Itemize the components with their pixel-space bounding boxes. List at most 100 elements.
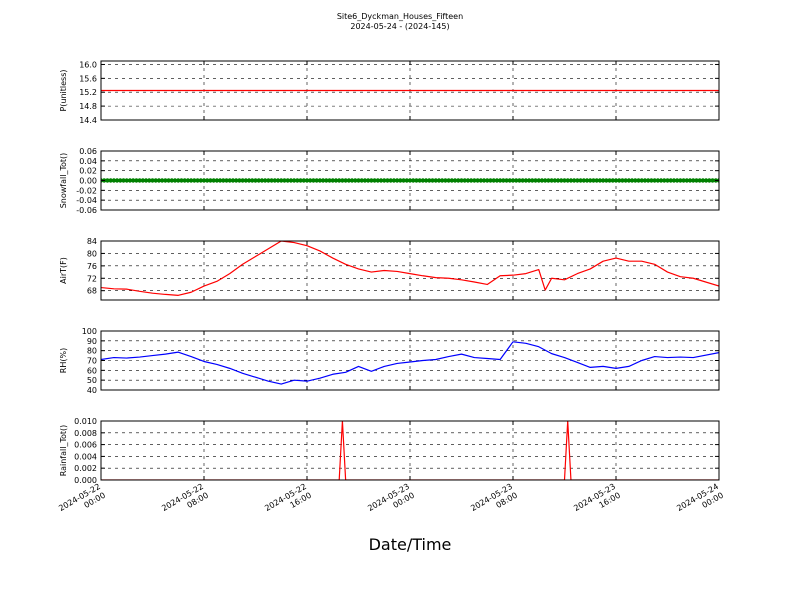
- y-tick-label: -0.04: [76, 196, 97, 205]
- data-point: [697, 178, 702, 183]
- y-axis-label: RH(%): [59, 348, 68, 373]
- data-point: [388, 178, 393, 183]
- y-tick-label: 0.06: [79, 147, 97, 156]
- y-axis-label: Rainfall_Tot(): [59, 425, 68, 477]
- data-point: [530, 178, 535, 183]
- series-line: [101, 241, 719, 296]
- data-point: [378, 178, 384, 183]
- y-tick-label: 0.004: [74, 452, 97, 461]
- data-point: [555, 178, 561, 183]
- plot-area: [101, 241, 719, 296]
- data-point: [517, 178, 522, 183]
- data-point: [501, 178, 506, 183]
- data-point: [285, 178, 290, 183]
- data-point: [324, 178, 329, 183]
- y-tick-label: 0.002: [74, 464, 97, 473]
- x-tick-label: 2024-05-2216:00: [263, 482, 313, 522]
- data-point: [546, 178, 551, 183]
- data-point: [626, 178, 632, 183]
- y-tick-label: 70: [87, 357, 97, 366]
- data-point: [655, 178, 661, 183]
- data-point: [311, 178, 316, 183]
- data-point: [433, 178, 438, 183]
- data-point: [571, 178, 577, 183]
- data-point: [662, 178, 667, 183]
- plot-area: [101, 178, 719, 183]
- y-tick-label: 100: [82, 327, 97, 336]
- data-point: [520, 178, 525, 183]
- data-point: [353, 178, 358, 183]
- data-point: [259, 178, 265, 183]
- data-point: [597, 178, 603, 183]
- y-tick-label: 0.02: [79, 167, 97, 176]
- data-point: [214, 178, 220, 183]
- data-point: [636, 178, 641, 183]
- data-point: [230, 178, 236, 183]
- data-point: [114, 178, 120, 183]
- data-point: [156, 178, 162, 183]
- data-point: [137, 178, 142, 183]
- data-point: [401, 178, 406, 183]
- data-point: [581, 178, 587, 183]
- x-tick-label: 2024-05-2308:00: [469, 482, 519, 522]
- data-point: [539, 178, 545, 183]
- data-point: [591, 178, 596, 183]
- data-point: [488, 178, 493, 183]
- data-point: [462, 178, 467, 183]
- data-point: [681, 178, 686, 183]
- data-point: [253, 178, 258, 183]
- data-point: [584, 178, 590, 183]
- data-point: [372, 178, 377, 183]
- data-point: [407, 178, 413, 183]
- data-point: [639, 178, 644, 183]
- x-axis-label: Date/Time: [369, 535, 452, 554]
- data-point: [153, 178, 158, 183]
- data-point: [456, 178, 461, 183]
- y-tick-label: 0.00: [79, 177, 97, 186]
- data-point: [227, 178, 232, 183]
- data-point: [649, 178, 654, 183]
- data-point: [694, 178, 699, 183]
- y-tick-label: 84: [87, 237, 97, 246]
- data-point: [536, 178, 541, 183]
- data-point: [172, 178, 178, 183]
- data-point: [266, 178, 271, 183]
- data-point: [188, 178, 194, 183]
- y-axis-label: P(unitless): [59, 69, 68, 111]
- data-point: [472, 178, 477, 183]
- data-point: [658, 178, 664, 183]
- data-point: [333, 178, 339, 183]
- data-point: [510, 178, 516, 183]
- data-point: [707, 178, 712, 183]
- data-point: [185, 178, 191, 183]
- data-point: [147, 178, 152, 183]
- data-point: [423, 178, 429, 183]
- data-point: [327, 178, 332, 183]
- data-point: [665, 178, 670, 183]
- data-point: [687, 178, 693, 183]
- data-point: [359, 178, 364, 183]
- data-point: [642, 178, 648, 183]
- data-point: [198, 178, 203, 183]
- data-point: [404, 178, 409, 183]
- data-point: [201, 178, 207, 183]
- y-tick-label: 15.6: [79, 74, 97, 83]
- data-point: [610, 178, 615, 183]
- panels: 16.015.615.214.814.4P(unitless)0.060.040…: [59, 60, 720, 485]
- data-point: [478, 178, 484, 183]
- data-point: [623, 178, 628, 183]
- data-point: [330, 178, 335, 183]
- data-point: [176, 178, 181, 183]
- x-axis: 2024-05-2200:00 2024-05-2208:00 2024-05-22…: [57, 482, 725, 522]
- series-line: [101, 341, 719, 385]
- data-point: [494, 178, 500, 183]
- data-point: [192, 178, 197, 183]
- data-point: [613, 178, 619, 183]
- data-point: [150, 178, 155, 183]
- data-point: [349, 178, 355, 183]
- series-line: [101, 421, 719, 480]
- data-point: [588, 178, 593, 183]
- data-point: [237, 178, 242, 183]
- data-point: [475, 178, 480, 183]
